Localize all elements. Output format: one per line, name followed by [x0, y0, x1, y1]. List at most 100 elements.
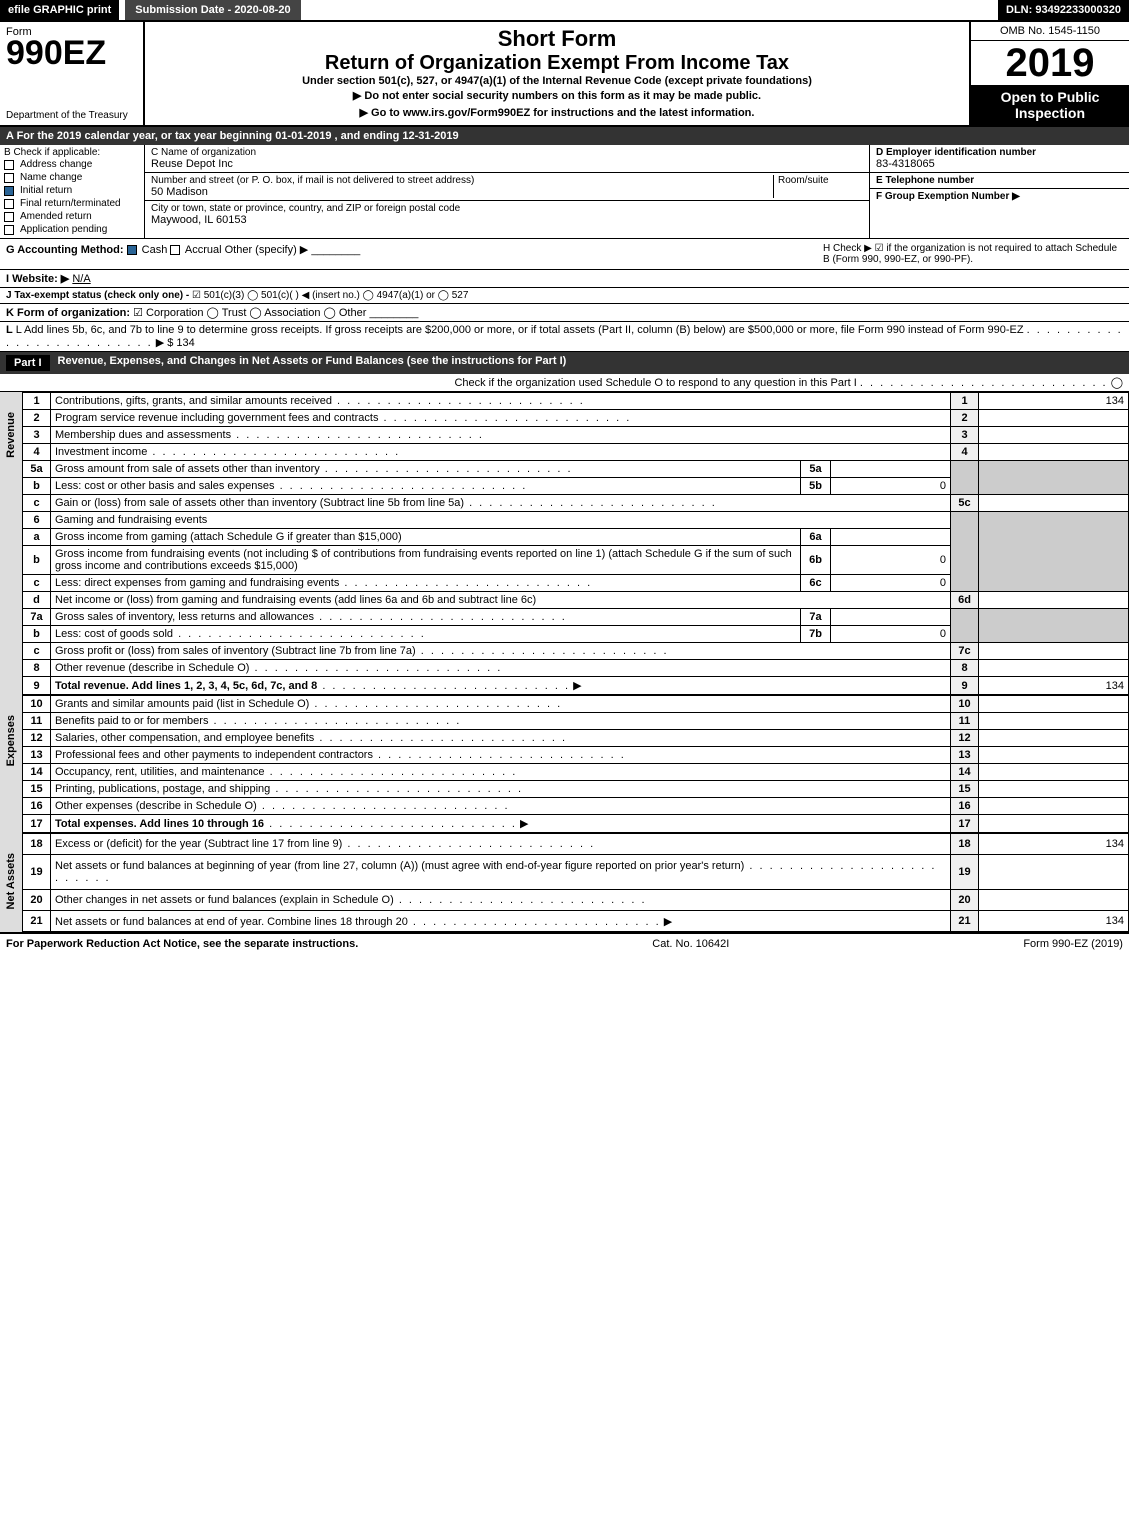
expenses-sidelabel: Expenses — [0, 695, 22, 833]
dept-label: Department of the Treasury — [6, 110, 137, 121]
j-label: J Tax-exempt status (check only one) - — [6, 290, 189, 301]
line-7c: cGross profit or (loss) from sales of in… — [23, 643, 1129, 660]
section-def: D Employer identification number 83-4318… — [869, 145, 1129, 238]
revenue-table: 1Contributions, gifts, grants, and simil… — [22, 392, 1129, 695]
part1-title: Revenue, Expenses, and Changes in Net As… — [58, 355, 567, 371]
top-bar: efile GRAPHIC print Submission Date - 20… — [0, 0, 1129, 22]
chk-final-label: Final return/terminated — [20, 198, 121, 209]
street-label: Number and street (or P. O. box, if mail… — [151, 175, 773, 186]
line-4: 4Investment income4 — [23, 444, 1129, 461]
netassets-sidelabel: Net Assets — [0, 833, 22, 932]
line-17: 17Total expenses. Add lines 10 through 1… — [23, 815, 1129, 833]
line-12: 12Salaries, other compensation, and empl… — [23, 730, 1129, 747]
omb-number: OMB No. 1545-1150 — [971, 22, 1129, 41]
tax-period: A For the 2019 calendar year, or tax yea… — [0, 127, 1129, 145]
l-amount: ▶ $ 134 — [156, 337, 195, 349]
tel-label: E Telephone number — [876, 175, 1123, 186]
line-16: 16Other expenses (describe in Schedule O… — [23, 798, 1129, 815]
line-5c: cGain or (loss) from sale of assets othe… — [23, 495, 1129, 512]
line-2: 2Program service revenue including gover… — [23, 410, 1129, 427]
header-center: Short Form Return of Organization Exempt… — [145, 22, 969, 125]
goto-link[interactable]: ▶ Go to www.irs.gov/Form990EZ for instru… — [155, 104, 959, 121]
chk-address[interactable]: Address change — [4, 158, 140, 171]
form-header: Form 990EZ Department of the Treasury Sh… — [0, 22, 1129, 127]
chk-pending[interactable]: Application pending — [4, 223, 140, 236]
form-ref: Form 990-EZ (2019) — [1023, 938, 1123, 950]
section-i: I Website: ▶ N/A — [0, 270, 1129, 288]
chk-amended-label: Amended return — [20, 211, 92, 222]
k-options[interactable]: ☑ Corporation ◯ Trust ◯ Association ◯ Ot… — [133, 307, 366, 319]
chk-initial[interactable]: Initial return — [4, 184, 140, 197]
title-short-form: Short Form — [155, 26, 959, 52]
section-h: H Check ▶ ☑ if the organization is not r… — [823, 243, 1123, 265]
cash-label: Cash — [142, 244, 168, 256]
line-9: 9Total revenue. Add lines 1, 2, 3, 4, 5c… — [23, 677, 1129, 695]
g-label: G Accounting Method: — [6, 244, 124, 256]
schedule-o-note: Check if the organization used Schedule … — [454, 377, 856, 389]
identity-block: B Check if applicable: Address change Na… — [0, 145, 1129, 239]
website-label: I Website: ▶ — [6, 273, 69, 285]
org-name-label: C Name of organization — [151, 147, 863, 158]
org-name: Reuse Depot Inc — [151, 158, 863, 170]
ssn-warning: ▶ Do not enter social security numbers o… — [155, 87, 959, 104]
section-k: K Form of organization: ☑ Corporation ◯ … — [0, 304, 1129, 322]
cat-number: Cat. No. 10642I — [652, 938, 729, 950]
other-label: Other (specify) ▶ — [225, 244, 309, 256]
line-13: 13Professional fees and other payments t… — [23, 747, 1129, 764]
submission-date: Submission Date - 2020-08-20 — [125, 0, 300, 20]
revenue-sidelabel: Revenue — [0, 392, 22, 695]
schedule-o-check[interactable]: ◯ — [1111, 377, 1123, 389]
section-b-label: B Check if applicable: — [4, 147, 140, 158]
revenue-section: Revenue 1Contributions, gifts, grants, a… — [0, 392, 1129, 695]
group-label: F Group Exemption Number ▶ — [876, 191, 1123, 202]
chk-cash[interactable] — [127, 245, 137, 255]
gh-row: G Accounting Method: Cash Accrual Other … — [0, 239, 1129, 270]
room-label: Room/suite — [778, 175, 863, 186]
line-5a: 5aGross amount from sale of assets other… — [23, 461, 1129, 478]
chk-name[interactable]: Name change — [4, 171, 140, 184]
page-footer: For Paperwork Reduction Act Notice, see … — [0, 932, 1129, 954]
efile-label[interactable]: efile GRAPHIC print — [0, 0, 119, 20]
line-14: 14Occupancy, rent, utilities, and mainte… — [23, 764, 1129, 781]
k-label: K Form of organization: — [6, 307, 130, 319]
section-g: G Accounting Method: Cash Accrual Other … — [6, 243, 823, 265]
expenses-table: 10Grants and similar amounts paid (list … — [22, 695, 1129, 833]
chk-initial-label: Initial return — [20, 185, 72, 196]
under-section: Under section 501(c), 527, or 4947(a)(1)… — [155, 75, 959, 87]
tax-year: 2019 — [971, 41, 1129, 85]
website-value: N/A — [72, 273, 90, 285]
l-text: L Add lines 5b, 6c, and 7b to line 9 to … — [16, 324, 1024, 336]
part1-checknote: Check if the organization used Schedule … — [0, 374, 1129, 392]
line-19: 19Net assets or fund balances at beginni… — [23, 854, 1129, 889]
line-7a: 7aGross sales of inventory, less returns… — [23, 609, 1129, 626]
line-18: 18Excess or (deficit) for the year (Subt… — [23, 834, 1129, 855]
section-l: L L Add lines 5b, 6c, and 7b to line 9 t… — [0, 322, 1129, 352]
chk-amended[interactable]: Amended return — [4, 210, 140, 223]
open-inspection: Open to Public Inspection — [971, 85, 1129, 125]
accrual-label: Accrual — [185, 244, 222, 256]
header-left: Form 990EZ Department of the Treasury — [0, 22, 145, 125]
city-value: Maywood, IL 60153 — [151, 214, 863, 226]
line-21: 21Net assets or fund balances at end of … — [23, 910, 1129, 932]
line-1: 1Contributions, gifts, grants, and simil… — [23, 393, 1129, 410]
chk-address-label: Address change — [20, 159, 92, 170]
line-20: 20Other changes in net assets or fund ba… — [23, 889, 1129, 910]
line-8: 8Other revenue (describe in Schedule O)8 — [23, 660, 1129, 677]
ein-value: 83-4318065 — [876, 158, 1123, 170]
line-6d: dNet income or (loss) from gaming and fu… — [23, 592, 1129, 609]
part1-label: Part I — [6, 355, 50, 371]
chk-final[interactable]: Final return/terminated — [4, 197, 140, 210]
line-10: 10Grants and similar amounts paid (list … — [23, 696, 1129, 713]
dln-label: DLN: 93492233000320 — [998, 0, 1129, 20]
chk-pending-label: Application pending — [20, 224, 107, 235]
ein-label: D Employer identification number — [876, 147, 1123, 158]
chk-accrual[interactable] — [170, 245, 180, 255]
line-6: 6Gaming and fundraising events — [23, 512, 1129, 529]
section-b: B Check if applicable: Address change Na… — [0, 145, 145, 238]
street-value: 50 Madison — [151, 186, 773, 198]
j-options[interactable]: ☑ 501(c)(3) ◯ 501(c)( ) ◀ (insert no.) ◯… — [192, 290, 468, 301]
part1-bar: Part I Revenue, Expenses, and Changes in… — [0, 352, 1129, 374]
section-c: C Name of organization Reuse Depot Inc N… — [145, 145, 869, 238]
netassets-table: 18Excess or (deficit) for the year (Subt… — [22, 833, 1129, 932]
line-11: 11Benefits paid to or for members11 — [23, 713, 1129, 730]
